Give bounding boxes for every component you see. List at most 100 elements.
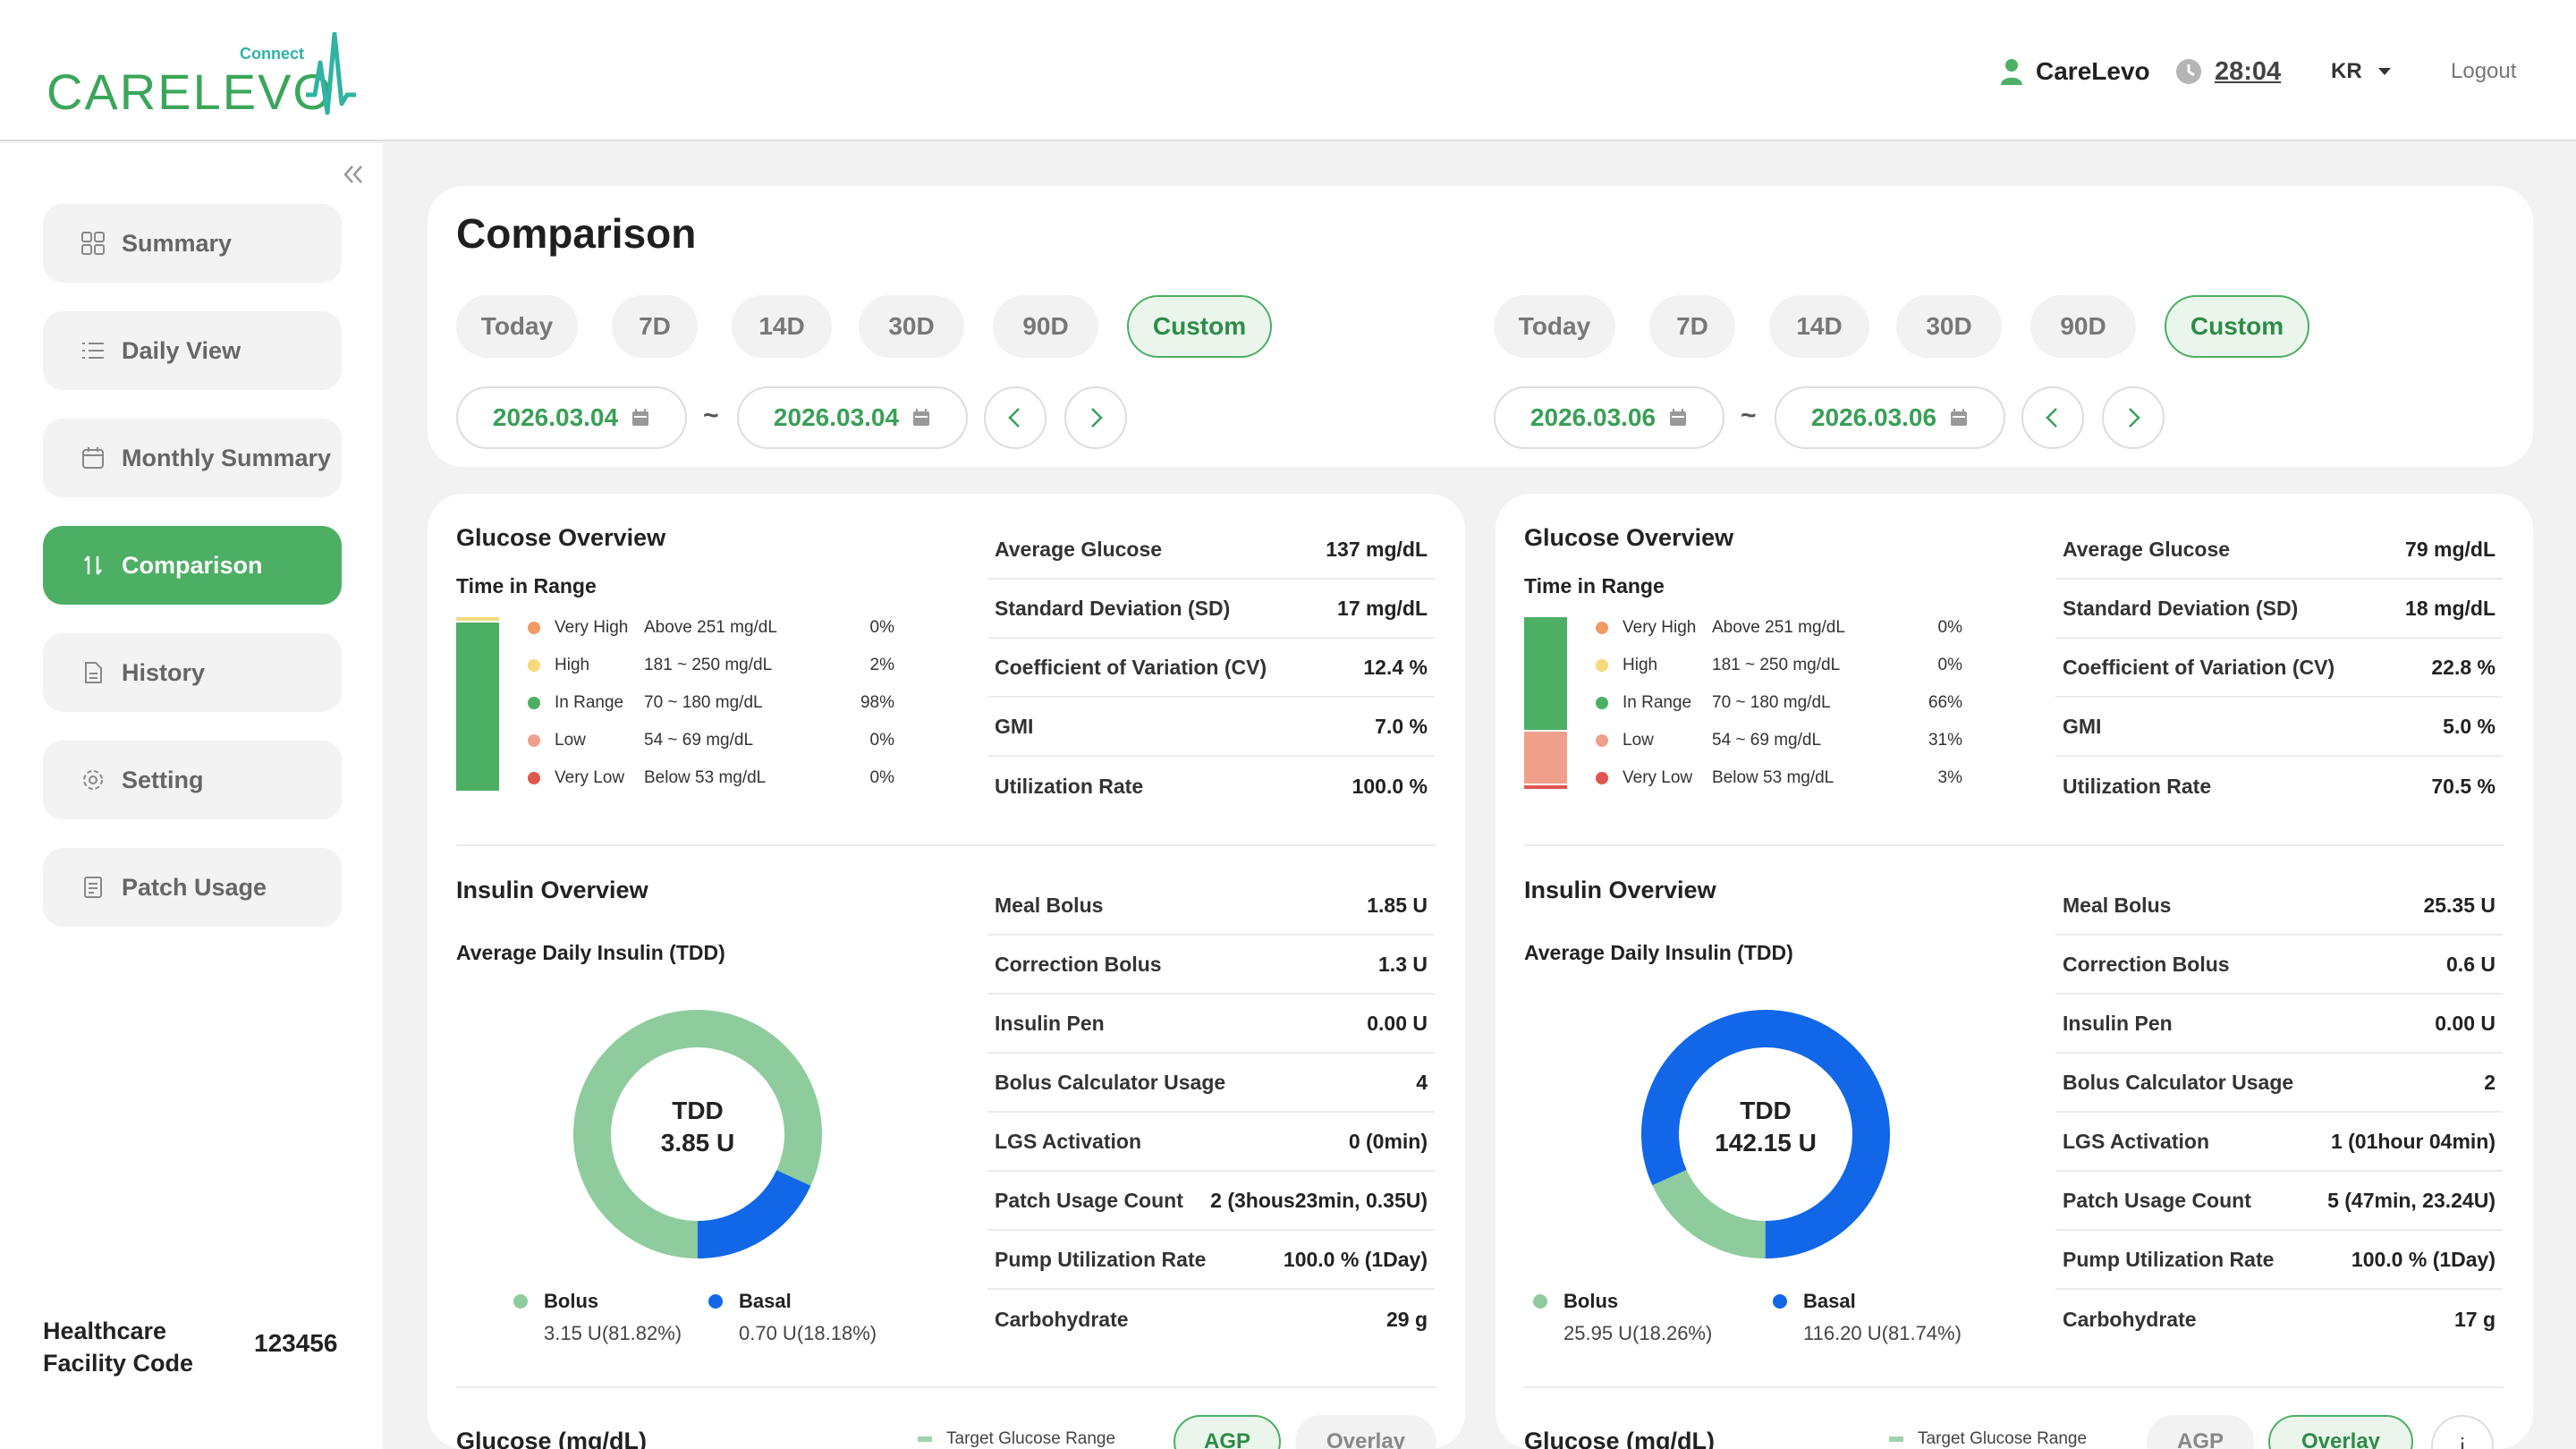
stat-label: GMI [995, 714, 1034, 738]
tir-range: Above 251 mg/dL [644, 618, 777, 637]
basal-arc [573, 1010, 822, 1258]
in-range-dot [528, 697, 540, 709]
left-range-custom[interactable]: Custom [1127, 295, 1272, 358]
info-icon[interactable]: i [2431, 1415, 2494, 1449]
stat-label: Insulin Pen [995, 1011, 1105, 1035]
tir-row-very-low: Very Low Below 53 mg/dL 0% [528, 760, 894, 796]
language-value: KR [2331, 59, 2362, 83]
right-range-7d[interactable]: 7D [1649, 295, 1735, 358]
left-end-date[interactable]: 2026.03.04 [737, 386, 968, 449]
stat-row: LGS Activation 1 (01hour 04min) [2055, 1113, 2503, 1172]
high-dot [1596, 659, 1608, 672]
glucose-chart-header: Glucose (mg/dL) Target Glucose Range AGP… [1496, 1415, 2533, 1449]
agp-toggle[interactable]: AGP [2147, 1415, 2254, 1449]
left-range-today[interactable]: Today [456, 295, 578, 358]
left-next-button[interactable] [1064, 386, 1127, 449]
tir-segment-high [456, 617, 499, 621]
glucose-chart-title: Glucose (mg/dL) [456, 1428, 648, 1449]
overlay-toggle[interactable]: Overlay [1295, 1415, 1436, 1449]
logout-button[interactable]: Logout [2451, 59, 2517, 83]
left-range-30d[interactable]: 30D [859, 295, 964, 358]
basal-legend: Basal 0.70 U(18.18%) [708, 1290, 877, 1345]
tir-range: Below 53 mg/dL [1712, 768, 1835, 787]
stat-label: Pump Utilization Rate [995, 1247, 1207, 1271]
language-select[interactable]: KR [2331, 50, 2391, 93]
stat-label: Patch Usage Count [995, 1188, 1183, 1212]
target-range-legend: Target Glucose Range [1889, 1429, 2087, 1449]
stat-value: 0.00 U [1367, 1011, 1428, 1035]
stat-label: Standard Deviation (SD) [995, 596, 1231, 620]
page-title: Comparison [456, 210, 697, 257]
grid-icon [81, 232, 105, 255]
sidebar-item-daily-view[interactable]: Daily View [43, 311, 342, 390]
stat-value: 4 [1416, 1070, 1428, 1094]
tir-pct: 66% [1928, 693, 1962, 712]
bolus-legend: Bolus 25.95 U(18.26%) [1533, 1290, 1712, 1345]
tir-pct: 0% [869, 768, 894, 787]
stat-value: 1 (01hour 04min) [2330, 1129, 2496, 1153]
tir-segment-in-range [456, 623, 499, 792]
collapse-sidebar-icon[interactable] [340, 161, 367, 188]
chevron-down-icon [2377, 68, 2391, 75]
right-prev-button[interactable] [2021, 386, 2084, 449]
stat-row: LGS Activation 0 (0min) [987, 1113, 1435, 1172]
facility-code-label: Healthcare Facility Code [43, 1318, 194, 1377]
right-start-date[interactable]: 2026.03.06 [1494, 386, 1724, 449]
calendar-icon [82, 447, 104, 469]
stat-row: Coefficient of Variation (CV) 22.8 % [2055, 639, 2503, 698]
agp-toggle[interactable]: AGP [1174, 1415, 1281, 1449]
stat-label: Bolus Calculator Usage [995, 1070, 1226, 1094]
stat-value: 25.35 U [2423, 893, 2496, 917]
session-timer[interactable]: 28:04 [2175, 50, 2281, 93]
calendar-icon [632, 409, 649, 426]
sidebar-item-setting[interactable]: Setting [43, 741, 342, 819]
very-low-dot [528, 772, 540, 784]
tir-range: 54 ~ 69 mg/dL [644, 731, 754, 750]
right-range-30d[interactable]: 30D [1896, 295, 2002, 358]
facility-code-value: 123456 [254, 1329, 338, 1357]
user-menu[interactable]: CareLevo [2000, 50, 2150, 93]
right-range-custom[interactable]: Custom [2165, 295, 2309, 358]
stat-value: 0.6 U [2446, 952, 2496, 976]
stat-row: Pump Utilization Rate 100.0 % (1Day) [2055, 1231, 2503, 1290]
right-next-button[interactable] [2102, 386, 2165, 449]
comparison-controls: Comparison Today 7D 14D 30D 90D Custom 2… [428, 186, 2533, 467]
left-range-14d[interactable]: 14D [732, 295, 832, 358]
carelevo-logo[interactable]: CARELEVO Connect [47, 32, 360, 122]
sidebar-item-label: Comparison [122, 551, 263, 579]
sidebar-item-label: Monthly Summary [122, 444, 332, 471]
high-dot [528, 659, 540, 672]
stat-row: Meal Bolus 1.85 U [987, 877, 1435, 936]
basal-value: 116.20 U(81.74%) [1803, 1322, 1962, 1344]
stat-value: 0.00 U [2435, 1011, 2496, 1035]
sidebar-item-patch-usage[interactable]: Patch Usage [43, 848, 342, 927]
right-range-today[interactable]: Today [1494, 295, 1615, 358]
overlay-toggle[interactable]: Overlay [2268, 1415, 2413, 1449]
date-text: 2026.03.06 [1530, 403, 1657, 431]
sidebar-item-label: Daily View [122, 336, 242, 364]
left-start-date[interactable]: 2026.03.04 [456, 386, 687, 449]
chevron-right-icon [2129, 408, 2140, 428]
tir-level: Very Low [555, 768, 625, 787]
tir-level: Low [1623, 731, 1654, 750]
right-end-date[interactable]: 2026.03.06 [1775, 386, 2005, 449]
tir-range: Below 53 mg/dL [644, 768, 767, 787]
sidebar-item-summary[interactable]: Summary [43, 204, 342, 283]
target-range-label: Target Glucose Range [946, 1429, 1116, 1448]
stat-label: Utilization Rate [995, 774, 1144, 798]
calendar-icon [1951, 409, 1968, 426]
left-prev-button[interactable] [984, 386, 1046, 449]
target-range-swatch [1889, 1436, 1903, 1442]
right-range-90d[interactable]: 90D [2030, 295, 2136, 358]
stat-value: 5.0 % [2443, 714, 2496, 738]
sidebar-item-history[interactable]: History [43, 633, 342, 712]
compare-icon [84, 555, 102, 575]
right-range-14d[interactable]: 14D [1769, 295, 1869, 358]
left-range-7d[interactable]: 7D [612, 295, 698, 358]
stat-label: Bolus Calculator Usage [2063, 1070, 2294, 1094]
tir-row-high: High 181 ~ 250 mg/dL 2% [528, 648, 894, 683]
sidebar-item-comparison[interactable]: Comparison [43, 526, 342, 605]
sidebar-item-monthly-summary[interactable]: Monthly Summary [43, 419, 342, 497]
user-icon [2001, 59, 2022, 85]
left-range-90d[interactable]: 90D [993, 295, 1098, 358]
